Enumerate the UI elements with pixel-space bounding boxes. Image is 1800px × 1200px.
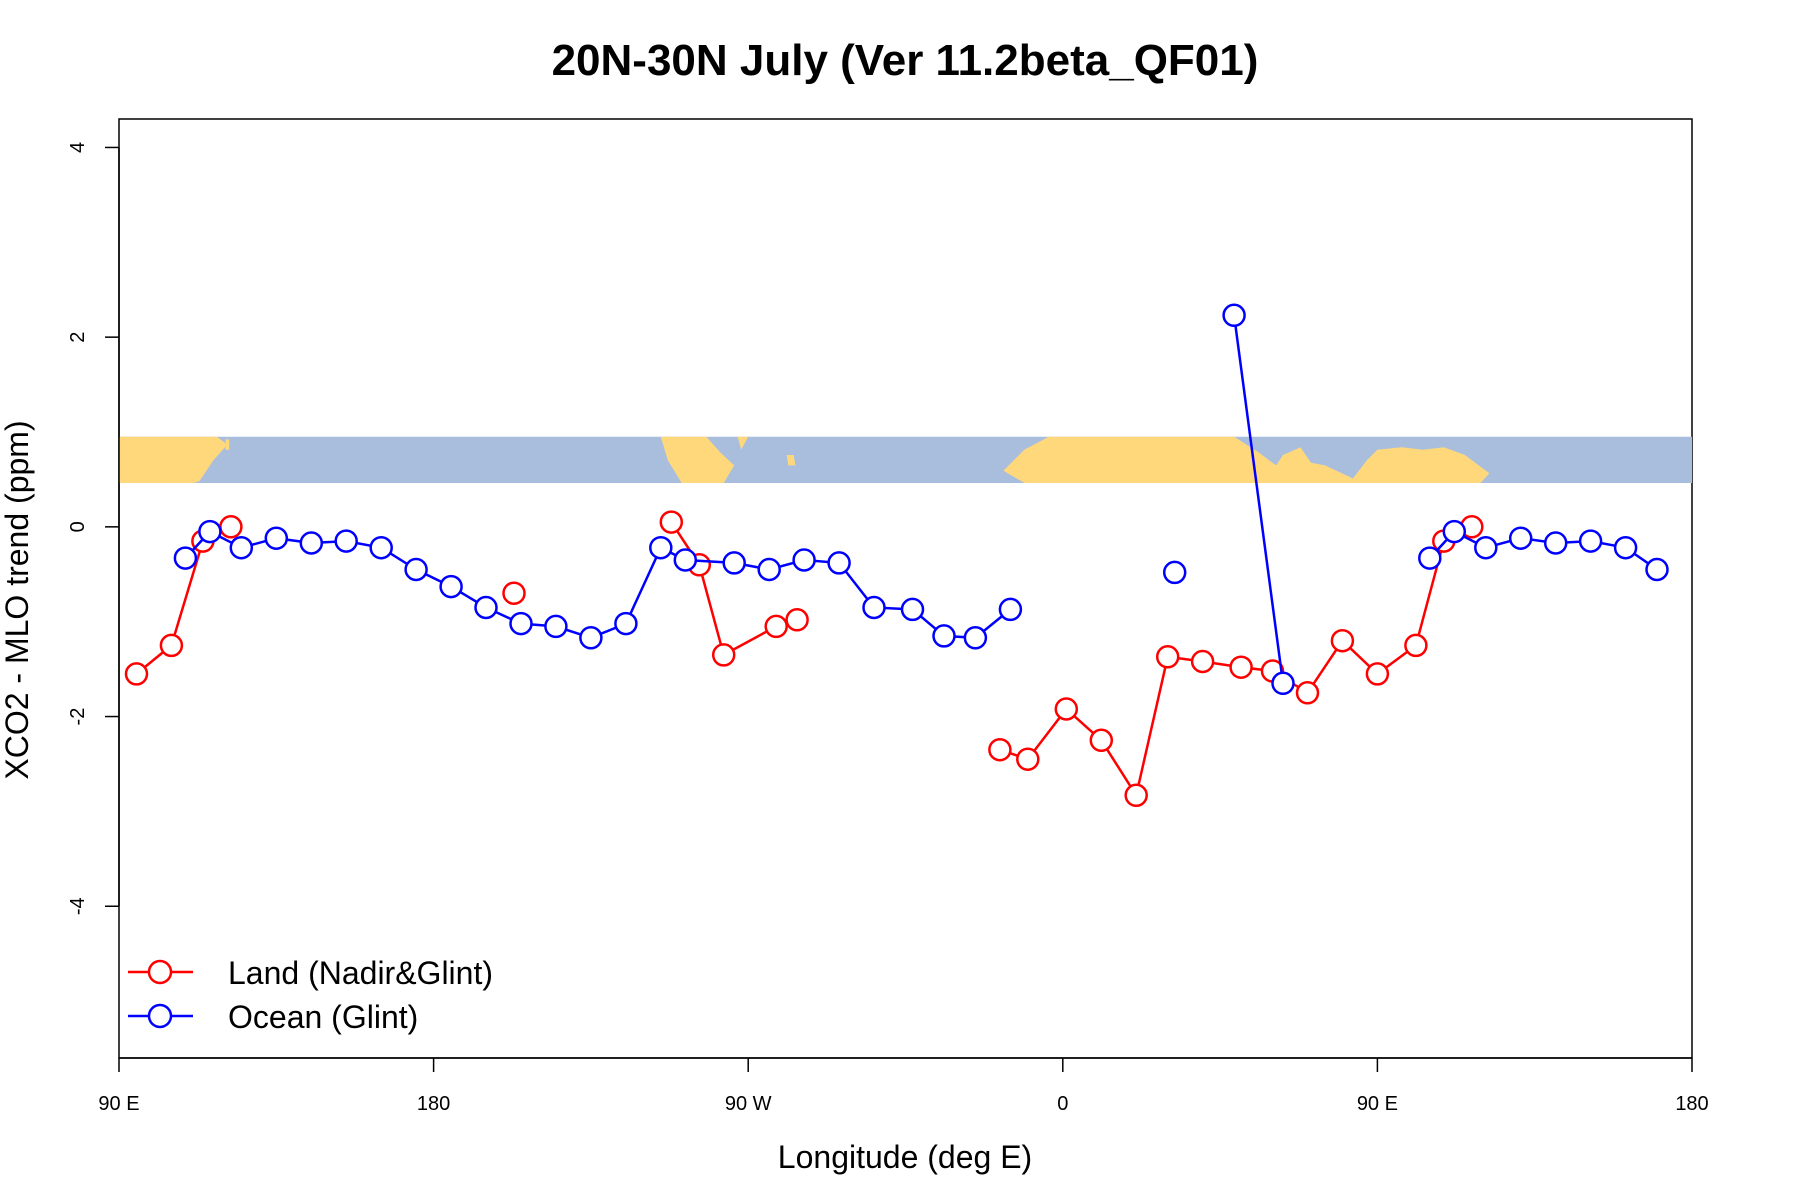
data-point-land — [659, 510, 684, 534]
data-point-ocean — [649, 535, 673, 560]
land-mass — [660, 436, 735, 483]
data-point-land — [988, 737, 1012, 762]
data-point-ocean — [722, 551, 746, 575]
data-point-land — [1016, 747, 1040, 771]
land-mass — [1003, 436, 1490, 483]
data-point-ocean — [1613, 535, 1638, 560]
series-layer — [124, 303, 1669, 808]
data-point-land — [1365, 662, 1390, 686]
data-point-land — [159, 633, 184, 658]
data-point-land — [785, 608, 809, 632]
land-mass — [119, 436, 228, 483]
data-point-land — [1089, 728, 1114, 753]
data-point-ocean — [614, 611, 638, 636]
x-tick-label: 90 W — [725, 1093, 772, 1115]
data-point-ocean — [474, 595, 498, 620]
y-axis-label: XCO2 - MLO trend (ppm) — [0, 420, 35, 779]
data-point-ocean — [439, 574, 463, 599]
data-point-ocean — [173, 546, 198, 570]
y-tick-label: 2 — [67, 332, 89, 343]
land-ocean-map-strip — [119, 436, 1692, 483]
data-point-ocean — [757, 557, 781, 582]
data-point-ocean — [229, 535, 254, 560]
series-ocean — [173, 303, 1669, 696]
data-point-ocean — [1162, 560, 1187, 585]
legend: Land (Nadir&Glint) Ocean (Glint) — [128, 955, 493, 1035]
data-point-land — [1190, 649, 1215, 674]
land-mass — [1195, 457, 1210, 474]
data-point-ocean — [932, 624, 956, 648]
data-point-ocean — [1645, 557, 1669, 582]
chart-title: 20N-30N July (Ver 11.2beta_QF01) — [552, 36, 1259, 85]
data-point-ocean — [299, 531, 324, 555]
land-mass — [1237, 460, 1266, 479]
data-point-land — [1404, 633, 1428, 658]
legend-marker-land — [147, 959, 173, 985]
data-point-land — [711, 643, 736, 667]
data-point-ocean — [963, 626, 988, 650]
x-tick-label: 180 — [417, 1093, 450, 1115]
data-point-ocean — [900, 597, 925, 622]
data-point-ocean — [369, 535, 393, 560]
legend-marker-ocean — [147, 1003, 173, 1029]
data-point-ocean — [1578, 529, 1603, 553]
series-line-ocean — [1232, 315, 1285, 684]
x-tick-label: 0 — [1057, 1093, 1068, 1115]
y-tick-label: -4 — [67, 897, 89, 915]
x-axis: 90 E 180 90 W 0 90 E 180 — [98, 1057, 1709, 1115]
data-point-ocean — [544, 614, 568, 639]
data-point-ocean — [1418, 546, 1442, 570]
data-point-ocean — [579, 626, 603, 650]
legend-label-land: Land (Nadir&Glint) — [228, 955, 493, 991]
data-point-ocean — [1271, 671, 1295, 696]
y-tick-label: -2 — [67, 708, 89, 726]
legend-label-ocean: Ocean (Glint) — [228, 999, 418, 1035]
land-mass — [737, 436, 749, 450]
data-point-land — [1229, 655, 1253, 679]
data-point-ocean — [998, 597, 1023, 622]
x-axis-label: Longitude (deg E) — [778, 1139, 1032, 1175]
plot-frame — [118, 118, 1693, 1059]
data-point-land — [1330, 628, 1355, 653]
data-point-land — [1054, 697, 1079, 721]
data-point-land — [219, 515, 243, 539]
data-point-land — [1295, 681, 1320, 705]
data-point-ocean — [509, 611, 533, 636]
data-point-ocean — [1222, 303, 1246, 328]
data-point-ocean — [827, 551, 851, 575]
data-point-land — [502, 581, 526, 605]
data-point-ocean — [404, 557, 428, 582]
land-mass — [225, 439, 230, 450]
data-point-land — [1155, 645, 1180, 669]
data-point-ocean — [264, 526, 289, 550]
data-point-ocean — [673, 548, 698, 572]
land-mass — [786, 455, 796, 466]
data-point-ocean — [1508, 526, 1533, 550]
series-land — [124, 510, 1484, 808]
data-point-ocean — [862, 595, 886, 620]
data-point-land — [124, 662, 149, 686]
x-tick-label: 90 E — [98, 1093, 139, 1115]
data-point-ocean — [198, 519, 222, 544]
data-point-ocean — [1442, 519, 1467, 544]
x-tick-label: 180 — [1675, 1093, 1708, 1115]
x-tick-label: 90 E — [1357, 1093, 1398, 1115]
y-tick-label: 0 — [67, 521, 89, 532]
y-axis: -4 -2 0 2 4 — [67, 142, 120, 915]
data-point-ocean — [334, 529, 358, 553]
data-point-ocean — [792, 548, 816, 572]
data-point-ocean — [1474, 535, 1498, 560]
y-tick-label: 4 — [67, 142, 89, 153]
data-point-ocean — [1543, 531, 1568, 555]
data-point-land — [764, 614, 788, 639]
data-point-land — [1124, 783, 1148, 808]
